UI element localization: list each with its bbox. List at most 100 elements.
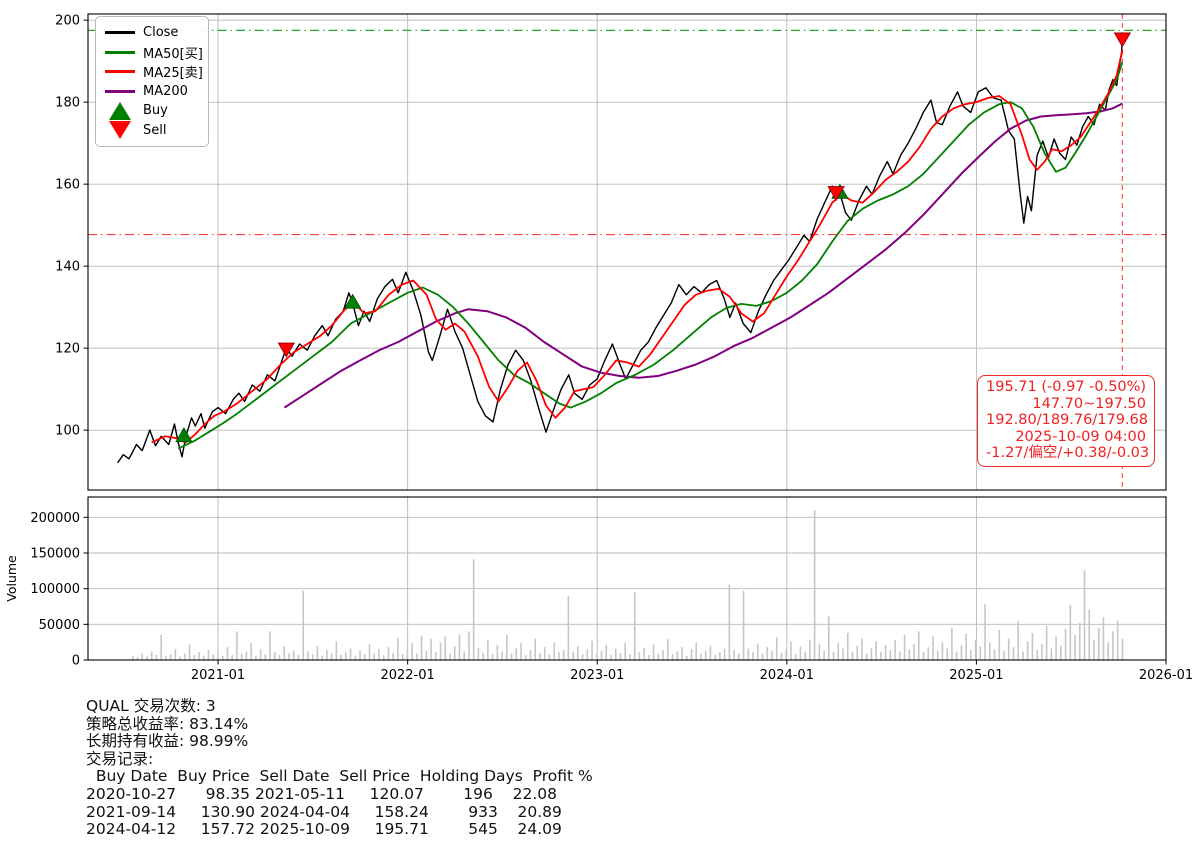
sell-marker <box>1113 32 1132 48</box>
xtick-label: 2022-01 <box>380 668 434 683</box>
volume-bar <box>207 650 210 660</box>
volume-bar <box>794 654 797 660</box>
volume-bar <box>458 634 461 660</box>
volume-bar <box>709 645 712 660</box>
volume-bar <box>255 655 257 660</box>
volume-bar <box>965 633 967 660</box>
xtick-label: 2021-01 <box>191 668 245 683</box>
volume-bar <box>401 654 404 660</box>
volume-bar <box>809 640 811 660</box>
volume-bar <box>643 647 645 660</box>
volume-bar <box>506 635 508 660</box>
annotation-line-signal: -1.27/偏空/+0.38/-0.03 <box>986 445 1150 462</box>
volume-bar <box>416 653 418 660</box>
volume-bar <box>799 646 802 660</box>
volume-bar <box>889 650 892 660</box>
legend-line-sample <box>105 50 135 54</box>
volume-bar <box>146 656 148 660</box>
volume-bar <box>922 652 925 660</box>
volume-bar <box>951 627 953 660</box>
volume-bar <box>979 646 982 660</box>
ma25-line-swatch <box>104 62 136 82</box>
volume-bar <box>487 640 489 660</box>
stat-strategy-return: 策略总收益率: 83.14% <box>86 714 249 733</box>
volume-bar <box>359 650 361 660</box>
volume-bar <box>368 644 371 660</box>
volume-bar <box>780 652 783 660</box>
triangle-up-glyph <box>109 101 131 120</box>
price-ytick-label: 160 <box>55 178 80 193</box>
volume-bar <box>865 653 868 660</box>
legend-label: Close <box>143 25 179 41</box>
volume-bar <box>1083 570 1086 660</box>
legend-item-buy: Buy <box>104 101 200 121</box>
volume-bar <box>1121 638 1124 660</box>
volume-bar <box>884 645 887 660</box>
volume-bar <box>425 650 428 660</box>
volume-bar <box>558 652 560 660</box>
xtick-label: 2025-01 <box>949 668 1003 683</box>
volume-bar <box>150 651 153 660</box>
volume-bar <box>629 654 631 660</box>
volume-bar <box>354 655 357 660</box>
volume-bar <box>188 644 191 660</box>
volume-bar <box>704 650 707 660</box>
annotation-line-mas: 192.80/189.76/179.68 <box>986 412 1148 429</box>
volume-bar <box>477 647 480 660</box>
volume-bar <box>695 642 698 660</box>
legend-item-ma200: MA200 <box>104 82 200 102</box>
annotation-line-date: 2025-10-09 04:00 <box>1015 428 1146 445</box>
volume-bar <box>524 655 527 660</box>
volume-bar <box>880 652 882 660</box>
ma50-line <box>177 61 1124 450</box>
buy-triangle-icon <box>104 101 136 121</box>
price-ytick-label: 180 <box>55 96 80 111</box>
volume-bar <box>766 647 769 660</box>
volume-bar <box>468 631 470 660</box>
volume-bar <box>259 649 262 660</box>
volume-bar <box>240 653 243 660</box>
volume-bar <box>837 642 840 660</box>
volume-bar <box>1064 628 1067 660</box>
volume-bar <box>1102 617 1105 660</box>
volume-bar <box>174 649 177 660</box>
volume-bar <box>155 655 158 660</box>
volume-bar <box>1036 650 1038 660</box>
volume-bar <box>1041 644 1043 660</box>
volume-bar <box>534 638 537 660</box>
volume-bar <box>1007 638 1010 660</box>
legend-line-sample <box>105 70 135 74</box>
volume-bar <box>236 631 238 660</box>
legend: Close MA50[买] MA25[卖] MA200 Buy Sell <box>95 16 209 147</box>
volume-bar <box>828 616 830 660</box>
volume-bar <box>444 636 447 660</box>
ma50-line-swatch <box>104 42 136 62</box>
volume-bar <box>202 655 205 660</box>
volume-bar <box>529 650 532 660</box>
volume-bar <box>619 652 622 660</box>
volume-ytick-label: 100000 <box>30 582 80 597</box>
volume-bar <box>813 510 816 660</box>
volume-bar <box>1074 635 1076 660</box>
ma200-line <box>283 102 1123 409</box>
volume-bar <box>974 640 977 660</box>
volume-bar <box>231 655 233 660</box>
volume-bar <box>463 651 466 660</box>
volume-bar <box>775 637 778 660</box>
volume-bar <box>1017 620 1020 660</box>
volume-bar <box>567 595 570 660</box>
volume-bar <box>179 656 181 660</box>
volume-bar <box>288 653 290 660</box>
volume-bar <box>733 650 735 660</box>
volume-bar <box>756 643 759 660</box>
volume-bar <box>1093 640 1095 660</box>
volume-bar <box>671 654 674 660</box>
volume-bar <box>1050 648 1053 660</box>
volume-bar <box>960 645 963 660</box>
volume-bar <box>217 652 219 660</box>
volume-bar <box>330 653 333 660</box>
volume-bar <box>577 646 579 660</box>
legend-item-sell: Sell <box>104 121 200 141</box>
sell-marker <box>827 186 845 202</box>
volume-bar <box>903 635 906 660</box>
